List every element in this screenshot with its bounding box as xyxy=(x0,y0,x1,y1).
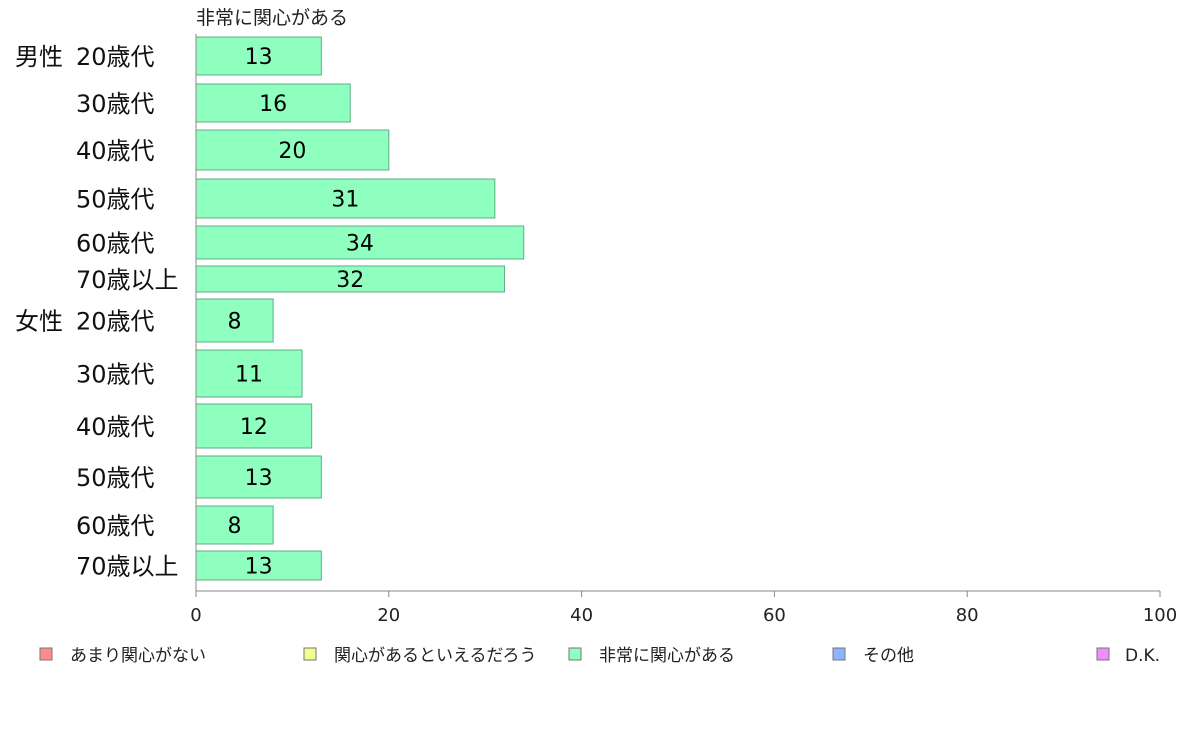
category-labels: 20歳代 30歳代 40歳代 50歳代 60歳代 70歳以上 20歳代 30歳代 40歳代 50歳… xyxy=(15,43,179,581)
bar-value-label: 34 xyxy=(346,232,374,257)
bar-value-label: 13 xyxy=(245,466,273,491)
series-caption: 非常に関心がある xyxy=(196,7,348,29)
x-tick-label: 80 xyxy=(956,605,979,626)
legend-label: 関心があるといえるだろう xyxy=(334,646,536,666)
bar xyxy=(195,83,351,123)
legend-label: あまり関心がない xyxy=(70,646,206,666)
category-label: 40歳代 xyxy=(76,413,155,441)
bar xyxy=(195,298,274,343)
bar-value-label: 20 xyxy=(278,139,306,164)
group-label: 女性 xyxy=(15,308,63,336)
bar xyxy=(195,225,525,260)
x-tick-label: 100 xyxy=(1143,605,1177,626)
x-tick-label: 40 xyxy=(570,605,593,626)
bar-value-label: 8 xyxy=(228,514,242,539)
bar-value-label: 8 xyxy=(228,310,242,335)
bar-value-label: 11 xyxy=(235,363,263,388)
category-label: 70歳以上 xyxy=(76,553,179,581)
category-label: 60歳代 xyxy=(76,512,155,540)
bar xyxy=(195,129,390,171)
bar xyxy=(195,505,274,545)
x-tick-label: 20 xyxy=(377,605,400,626)
legend-label: D.K. xyxy=(1125,646,1160,666)
category-label: 20歳代 xyxy=(76,43,155,71)
legend-swatch xyxy=(1096,647,1110,661)
group-label: 男性 xyxy=(15,43,63,71)
bar xyxy=(195,550,322,581)
legend-swatch xyxy=(39,647,53,661)
bar-value-label: 13 xyxy=(245,555,273,580)
category-label: 60歳代 xyxy=(76,230,155,258)
category-label: 70歳以上 xyxy=(76,266,179,294)
bar-value-label: 13 xyxy=(245,45,273,70)
category-label: 30歳代 xyxy=(76,361,155,389)
x-axis: 0 20 40 60 80 100 xyxy=(190,34,1177,626)
x-tick-label: 0 xyxy=(190,605,201,626)
bar-value-label: 16 xyxy=(259,92,287,117)
category-label: 50歳代 xyxy=(76,186,155,214)
bar xyxy=(195,455,322,499)
category-label: 50歳代 xyxy=(76,464,155,492)
legend-label: 非常に関心がある xyxy=(599,646,735,666)
bar-value-label: 32 xyxy=(336,268,364,293)
legend-swatch xyxy=(303,647,317,661)
bar-value-label: 12 xyxy=(240,415,268,440)
category-label: 30歳代 xyxy=(76,90,155,118)
legend-label: その他 xyxy=(863,646,914,666)
legend: あまり関心がない 関心があるといえるだろう 非常に関心がある その他 D.K. xyxy=(39,646,1160,666)
legend-swatch xyxy=(832,647,846,661)
category-label: 20歳代 xyxy=(76,308,155,336)
x-tick-label: 60 xyxy=(763,605,786,626)
legend-swatch xyxy=(568,647,582,661)
category-label: 40歳代 xyxy=(76,137,155,165)
bar xyxy=(195,36,322,76)
bar-value-label: 31 xyxy=(331,188,359,213)
bar xyxy=(195,178,496,219)
